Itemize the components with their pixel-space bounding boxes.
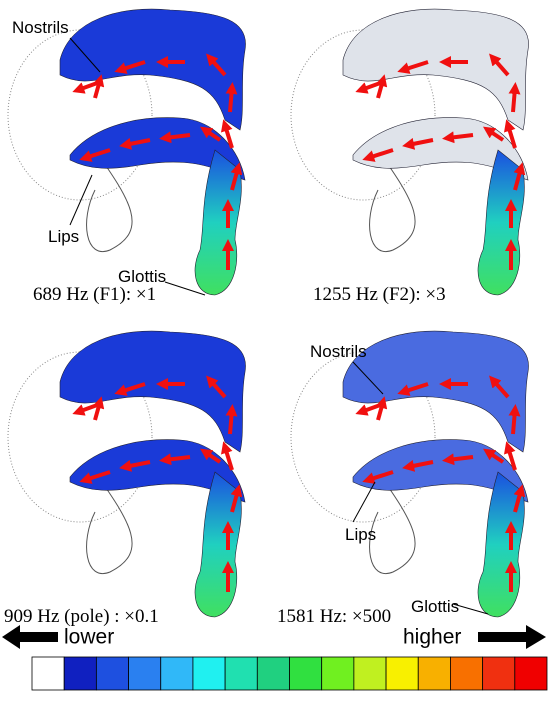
colorbar-cell <box>354 657 386 690</box>
colorbar <box>32 657 547 690</box>
colorbar-cell <box>64 657 96 690</box>
colorbar-cell <box>450 657 482 690</box>
legend: lower higher <box>2 625 547 690</box>
colorbar-cell <box>386 657 418 690</box>
caption: 909 Hz (pole) : ×0.1 <box>4 606 159 627</box>
arrow-left <box>2 625 58 649</box>
colorbar-cell <box>322 657 354 690</box>
legend-high: higher <box>403 626 461 649</box>
label: Nostrils <box>310 342 367 361</box>
panel-4: Nostrils Lips Glottis 1581 Hz: ×500 <box>277 331 529 627</box>
colorbar-cell <box>193 657 225 690</box>
panel-1: Nostrils Lips Glottis 689 Hz (F1): ×1 <box>8 9 246 305</box>
colorbar-cell <box>483 657 515 690</box>
colorbar-cell <box>418 657 450 690</box>
colorbar-cell <box>225 657 257 690</box>
caption: 689 Hz (F1): ×1 <box>33 284 156 305</box>
caption: 1255 Hz (F2): ×3 <box>313 284 446 305</box>
colorbar-cell <box>129 657 161 690</box>
colorbar-cell <box>515 657 547 690</box>
label: Glottis <box>411 597 459 616</box>
colorbar-cell <box>257 657 289 690</box>
colorbar-cell <box>161 657 193 690</box>
label: Lips <box>345 525 376 544</box>
label: Nostrils <box>12 18 69 37</box>
panel-3: 909 Hz (pole) : ×0.1 <box>4 331 246 627</box>
caption: 1581 Hz: ×500 <box>277 606 391 627</box>
colorbar-cell <box>32 657 64 690</box>
colorbar-cell <box>290 657 322 690</box>
label: Lips <box>48 227 79 246</box>
colorbar-cell <box>96 657 128 690</box>
panel-2: 1255 Hz (F2): ×3 <box>291 9 529 305</box>
figure: Nostrils Lips Glottis 689 Hz (F1): ×1 12… <box>0 0 549 706</box>
legend-low: lower <box>64 626 114 649</box>
arrow-right <box>478 625 546 649</box>
